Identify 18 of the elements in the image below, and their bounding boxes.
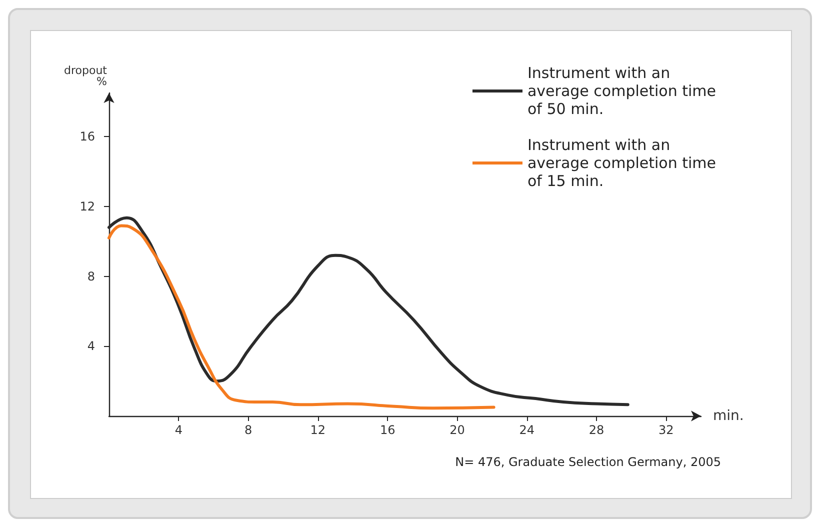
text: N= 476, Graduate Selection Germany, 2005 — [455, 455, 722, 469]
x-tick-label: 16 — [380, 423, 396, 437]
y-tick-label: 16 — [80, 130, 95, 144]
x-tick-label: 32 — [658, 423, 674, 437]
x-tick-label: 8 — [244, 423, 252, 437]
y-tick-label: 12 — [80, 199, 95, 214]
y-tick-label: 8 — [87, 269, 95, 284]
line-series — [108, 224, 496, 410]
y-axis-title: dropout % — [64, 64, 108, 88]
x-tick-label: 12 — [310, 423, 326, 437]
x-tick-label: 4 — [174, 423, 182, 437]
legend-label: Instrument with an average completion time of 50 min. — [527, 64, 716, 118]
x-tick-label: 20 — [450, 423, 465, 437]
y-tick-label: 4 — [87, 339, 95, 354]
x-tick-label: 24 — [519, 423, 535, 437]
legend-label: Instrument with an average completion time of 15 min. — [527, 136, 716, 190]
x-axis-title: min. — [713, 408, 744, 424]
x-tick-label: 28 — [588, 423, 604, 437]
